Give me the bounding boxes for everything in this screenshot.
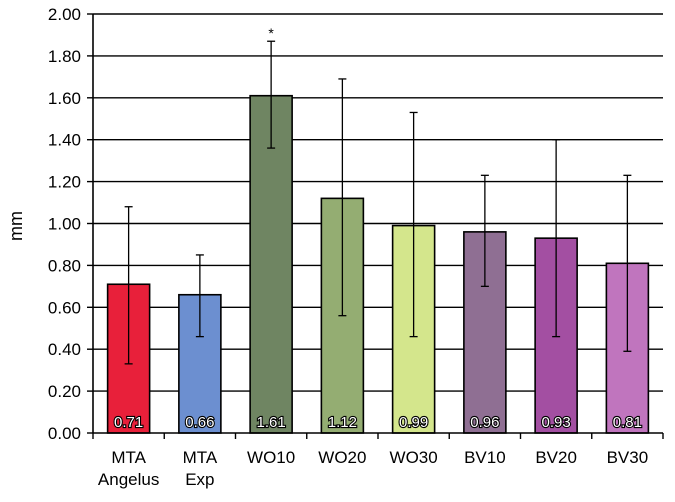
category-label: Angelus xyxy=(98,470,159,489)
category-label: WO30 xyxy=(390,448,438,467)
y-axis-label: mm xyxy=(6,211,26,241)
y-tick-label: 1.20 xyxy=(48,173,81,192)
data-label: 1.61 xyxy=(257,414,286,431)
data-label: 0.66 xyxy=(185,414,214,431)
category-label: Exp xyxy=(185,470,214,489)
category-label: MTA xyxy=(183,448,218,467)
y-tick-label: 0.40 xyxy=(48,340,81,359)
category-label: WO20 xyxy=(318,448,366,467)
y-axis-ticks: 0.00 0.20 0.40 0.60 0.80 1.00 1.20 1.40 1.60 1.80… xyxy=(48,5,93,443)
category-label: BV10 xyxy=(464,448,506,467)
category-label: BV30 xyxy=(607,448,649,467)
category-labels: MTA Angelus MTA Exp WO10 WO20 WO30 BV10 BV20 BV30 xyxy=(98,448,648,489)
axes xyxy=(92,14,664,439)
category-label: MTA xyxy=(111,448,146,467)
error-bars xyxy=(124,40,632,365)
y-tick-label: 1.60 xyxy=(48,89,81,108)
data-label: 0.96 xyxy=(470,414,499,431)
category-label: WO10 xyxy=(247,448,295,467)
y-tick-label: 1.40 xyxy=(48,131,81,150)
bars xyxy=(106,94,650,434)
y-tick-label: 0.00 xyxy=(48,424,81,443)
y-tick-label: 1.80 xyxy=(48,47,81,66)
data-label: 0.93 xyxy=(542,414,571,431)
data-label: 0.81 xyxy=(613,414,642,431)
data-label: 0.71 xyxy=(114,414,143,431)
y-tick-label: 0.60 xyxy=(48,298,81,317)
y-tick-label: 2.00 xyxy=(48,5,81,24)
y-tick-label: 0.80 xyxy=(48,256,81,275)
category-label: BV20 xyxy=(535,448,577,467)
data-labels: 0.71 0.66 1.61 1.12 0.99 0.96 0.93 0.81 * xyxy=(113,25,643,432)
y-tick-label: 0.20 xyxy=(48,382,81,401)
y-tick-label: 1.00 xyxy=(48,215,81,234)
data-label: 1.12 xyxy=(328,414,357,431)
data-label: 0.99 xyxy=(399,414,428,431)
significance-marker: * xyxy=(268,25,274,41)
